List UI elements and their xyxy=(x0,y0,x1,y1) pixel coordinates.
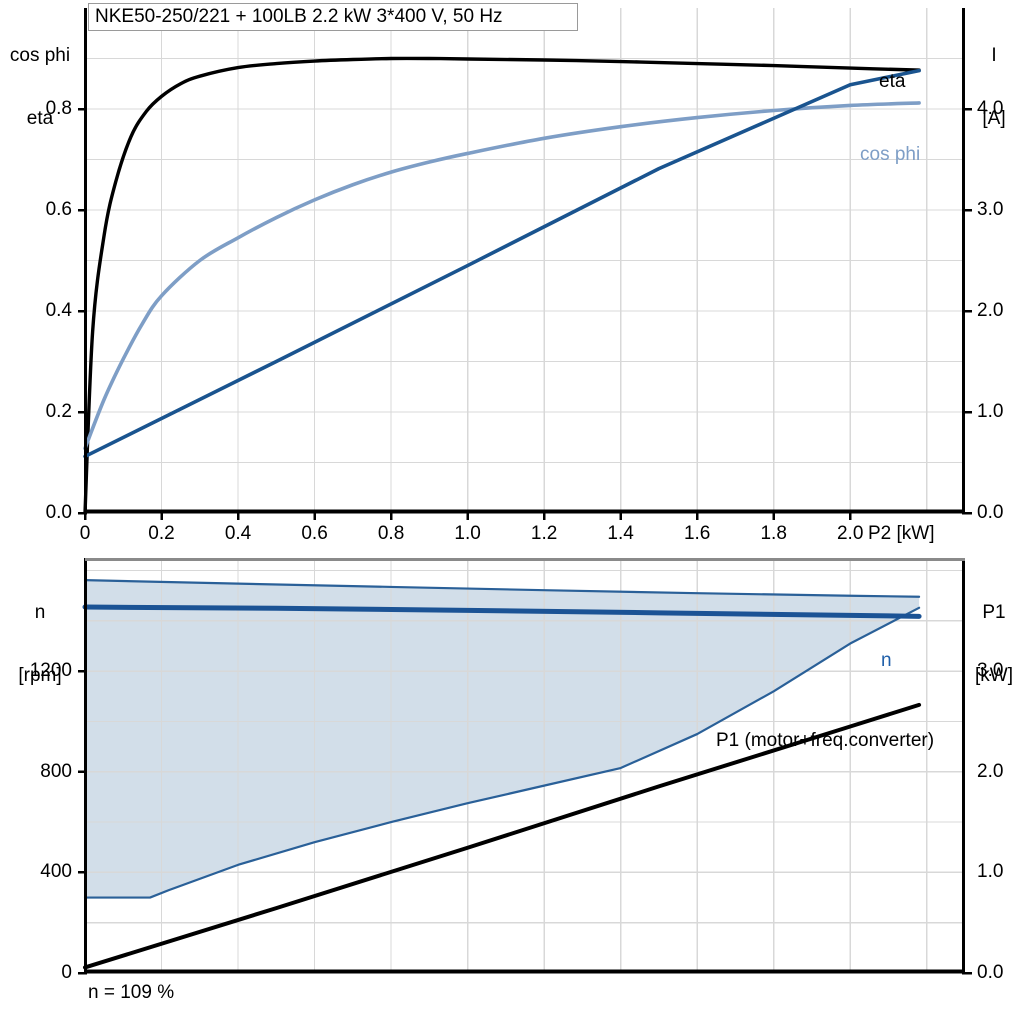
top-left-tick: 0.0 xyxy=(45,502,72,523)
top-left-axis-title: cos phi eta xyxy=(0,3,80,171)
top-left-axis-title-line1: cos phi xyxy=(9,45,71,66)
top-right-tick: 0.0 xyxy=(977,502,1004,523)
top-left-tick: 0.2 xyxy=(45,401,72,422)
bottom-right-tick: 0.0 xyxy=(977,962,1004,983)
bottom-left-axis-title: n [rpm] xyxy=(0,560,80,728)
top-x-tick: 0.8 xyxy=(377,523,405,544)
bottom-right-axis-title-line2: [kW] xyxy=(975,665,1013,686)
top-x-tick: 0 xyxy=(79,523,91,544)
top-x-tick: 0.4 xyxy=(224,523,252,544)
bottom-left-axis-title-line1: n xyxy=(34,602,46,623)
top-right-axis-title-line2: [A] xyxy=(982,108,1006,129)
curve-label-eta: eta xyxy=(879,71,906,92)
top-right-tick: 4.0 xyxy=(977,98,1004,119)
top-right-axis-title-line1: I xyxy=(991,45,997,66)
bottom-plot-area xyxy=(78,558,972,975)
bottom-right-tick: 3.0 xyxy=(977,660,1004,682)
curve-label-n: n xyxy=(881,650,892,671)
bottom-right-tick: 1.0 xyxy=(977,861,1004,883)
curve-label-p1: P1 (motor+freq.converter) xyxy=(716,730,935,751)
bottom-left-tick: 1200 xyxy=(29,660,72,682)
top-left-tick: 0.6 xyxy=(45,199,72,220)
bottom-right-axis-title: P1 [kW] xyxy=(965,560,1023,728)
top-x-tick: 0.2 xyxy=(148,523,175,544)
top-plot-area xyxy=(78,8,972,520)
chart-title-box: NKE50-250/221 + 100LB 2.2 kW 3*400 V, 50… xyxy=(88,3,578,31)
top-right-tick: 3.0 xyxy=(977,199,1004,220)
chart-title: NKE50-250/221 + 100LB 2.2 kW 3*400 V, 50… xyxy=(95,6,503,27)
curve-label-cos-phi: cos phi xyxy=(860,144,921,165)
top-x-tick: 0.6 xyxy=(301,523,328,544)
bottom-left-axis-title-line2: [rpm] xyxy=(18,665,62,686)
top-left-tick: 0.8 xyxy=(45,98,72,119)
footer-note: n = 109 % xyxy=(88,982,175,1003)
top-right-tick: 1.0 xyxy=(977,401,1004,422)
top-x-tick: 1.4 xyxy=(607,523,634,544)
bottom-right-axis-title-line1: P1 xyxy=(982,602,1006,623)
bottom-right-tick: 2.0 xyxy=(977,760,1004,782)
top-right-axis-title: I [A] xyxy=(965,3,1023,171)
bottom-plot-svg xyxy=(78,558,972,975)
top-left-axis-title-line2: eta xyxy=(26,108,54,129)
bottom-left-tick: 400 xyxy=(40,861,72,883)
top-x-tick: 2.0 xyxy=(836,523,864,544)
top-x-tick: 1.8 xyxy=(760,523,787,544)
top-x-axis-title: P2 [kW] xyxy=(868,523,935,544)
top-x-tick: 1.6 xyxy=(683,523,711,544)
top-right-tick: 2.0 xyxy=(977,300,1004,321)
bottom-left-tick: 0 xyxy=(61,962,72,983)
top-x-tick: 1.2 xyxy=(530,523,558,544)
top-x-tick: 1.0 xyxy=(454,523,481,544)
bottom-left-tick: 800 xyxy=(40,760,72,782)
top-left-tick: 0.4 xyxy=(45,300,72,321)
top-plot-svg xyxy=(78,8,972,520)
